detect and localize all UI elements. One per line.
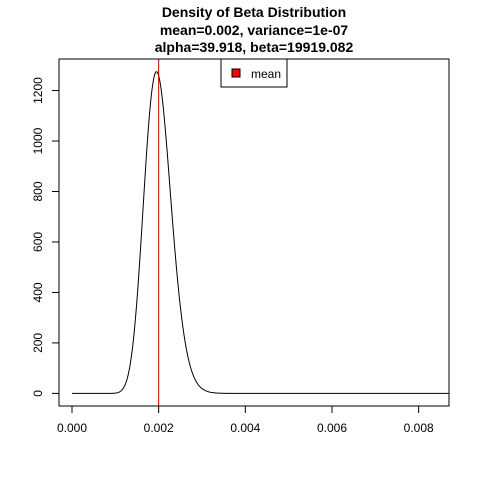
legend: mean [220, 58, 288, 88]
x-tick-label: 0.004 [230, 421, 260, 435]
x-axis: 0.000 0.002 0.004 0.006 0.008 [57, 405, 434, 435]
chart-title-line-1: Density of Beta Distribution [162, 4, 346, 20]
legend-label-mean: mean [251, 67, 281, 81]
chart-title-line-3: alpha=39.918, beta=19919.082 [155, 39, 354, 55]
chart-title-line-2: mean=0.002, variance=1e-07 [160, 22, 349, 38]
y-tick-label: 800 [31, 181, 45, 201]
y-tick-label: 1000 [31, 127, 45, 154]
x-tick-label: 0.002 [144, 421, 174, 435]
density-curve [72, 71, 449, 394]
y-tick-label: 400 [31, 282, 45, 302]
y-tick-label: 200 [31, 333, 45, 353]
y-tick-label: 1200 [31, 77, 45, 104]
plot-area [72, 59, 449, 406]
plot-frame [58, 58, 450, 407]
legend-swatch-mean [231, 68, 241, 78]
x-tick-label: 0.000 [57, 421, 87, 435]
y-axis: 0 200 400 600 800 1000 1200 [31, 77, 60, 397]
x-tick-label: 0.008 [404, 421, 434, 435]
x-tick-label: 0.006 [317, 421, 347, 435]
y-tick-label: 0 [31, 390, 45, 397]
y-tick-label: 600 [31, 232, 45, 252]
